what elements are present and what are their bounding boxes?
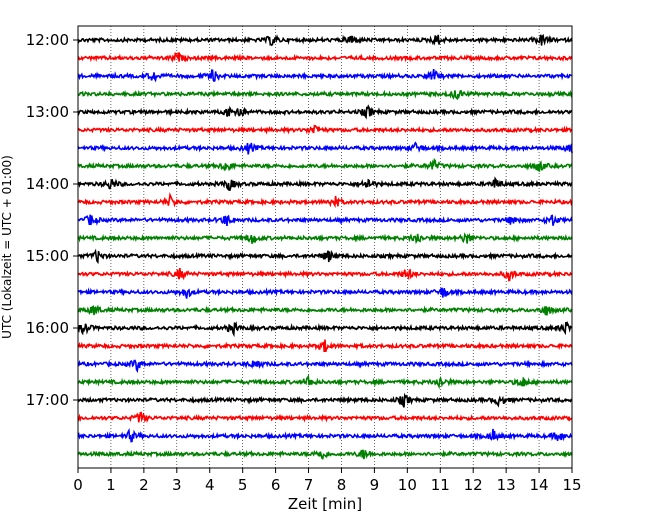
x-tick-label: 9	[370, 476, 380, 494]
trace-line	[77, 392, 573, 408]
y-axis: 12:00 13:00 14:00 15:00 16:00 17:00	[26, 31, 78, 409]
plot-frame	[77, 25, 573, 469]
y-tick-label: 16:00	[26, 319, 69, 337]
trace-line	[77, 104, 573, 120]
trace-line	[77, 33, 573, 47]
y-tick-label: 12:00	[26, 31, 69, 49]
x-tick-label: 12	[464, 476, 483, 494]
traces	[77, 33, 573, 460]
y-axis-label: UTC (Lokalzeit = UTC + 01:00)	[0, 155, 14, 339]
trace-line	[77, 191, 573, 209]
x-tick-label: 13	[497, 476, 516, 494]
trace-line	[77, 373, 573, 390]
trace-line	[77, 267, 573, 282]
x-tick-label: 8	[337, 476, 347, 494]
x-axis: 0 1 2 3 4 5 6 7 8 9 10 11 12 13 14 15	[73, 468, 582, 494]
trace-line	[77, 51, 573, 63]
x-tick-label: 0	[73, 476, 83, 494]
x-axis-label: Zeit [min]	[288, 495, 362, 513]
x-tick-label: 6	[271, 476, 281, 494]
trace-line	[77, 158, 573, 172]
trace-line	[77, 287, 573, 299]
y-tick-label: 17:00	[26, 391, 69, 409]
trace-line	[77, 304, 573, 316]
y-tick-label: 15:00	[26, 247, 69, 265]
trace-line	[77, 320, 573, 338]
trace-line	[77, 339, 573, 353]
x-tick-label: 1	[106, 476, 116, 494]
y-tick-label: 13:00	[26, 103, 69, 121]
trace-line	[77, 411, 573, 423]
trace-line	[77, 68, 572, 83]
trace-line	[77, 141, 573, 155]
x-tick-label: 15	[562, 476, 581, 494]
y-tick-label: 14:00	[26, 175, 69, 193]
x-tick-label: 4	[205, 476, 215, 494]
trace-line	[77, 232, 573, 245]
trace-line	[77, 248, 573, 265]
trace-line	[77, 214, 573, 226]
x-tick-label: 11	[431, 476, 450, 494]
x-tick-label: 10	[398, 476, 417, 494]
trace-line	[77, 124, 573, 135]
x-tick-label: 3	[172, 476, 182, 494]
x-tick-label: 2	[139, 476, 149, 494]
trace-line	[77, 359, 573, 374]
trace-line	[77, 176, 573, 191]
trace-line	[77, 427, 573, 443]
trace-line	[77, 89, 573, 101]
plot-area	[78, 26, 572, 468]
x-tick-label: 7	[304, 476, 314, 494]
trace-line	[77, 449, 573, 460]
x-tick-label: 5	[238, 476, 248, 494]
x-tick-label: 14	[530, 476, 549, 494]
